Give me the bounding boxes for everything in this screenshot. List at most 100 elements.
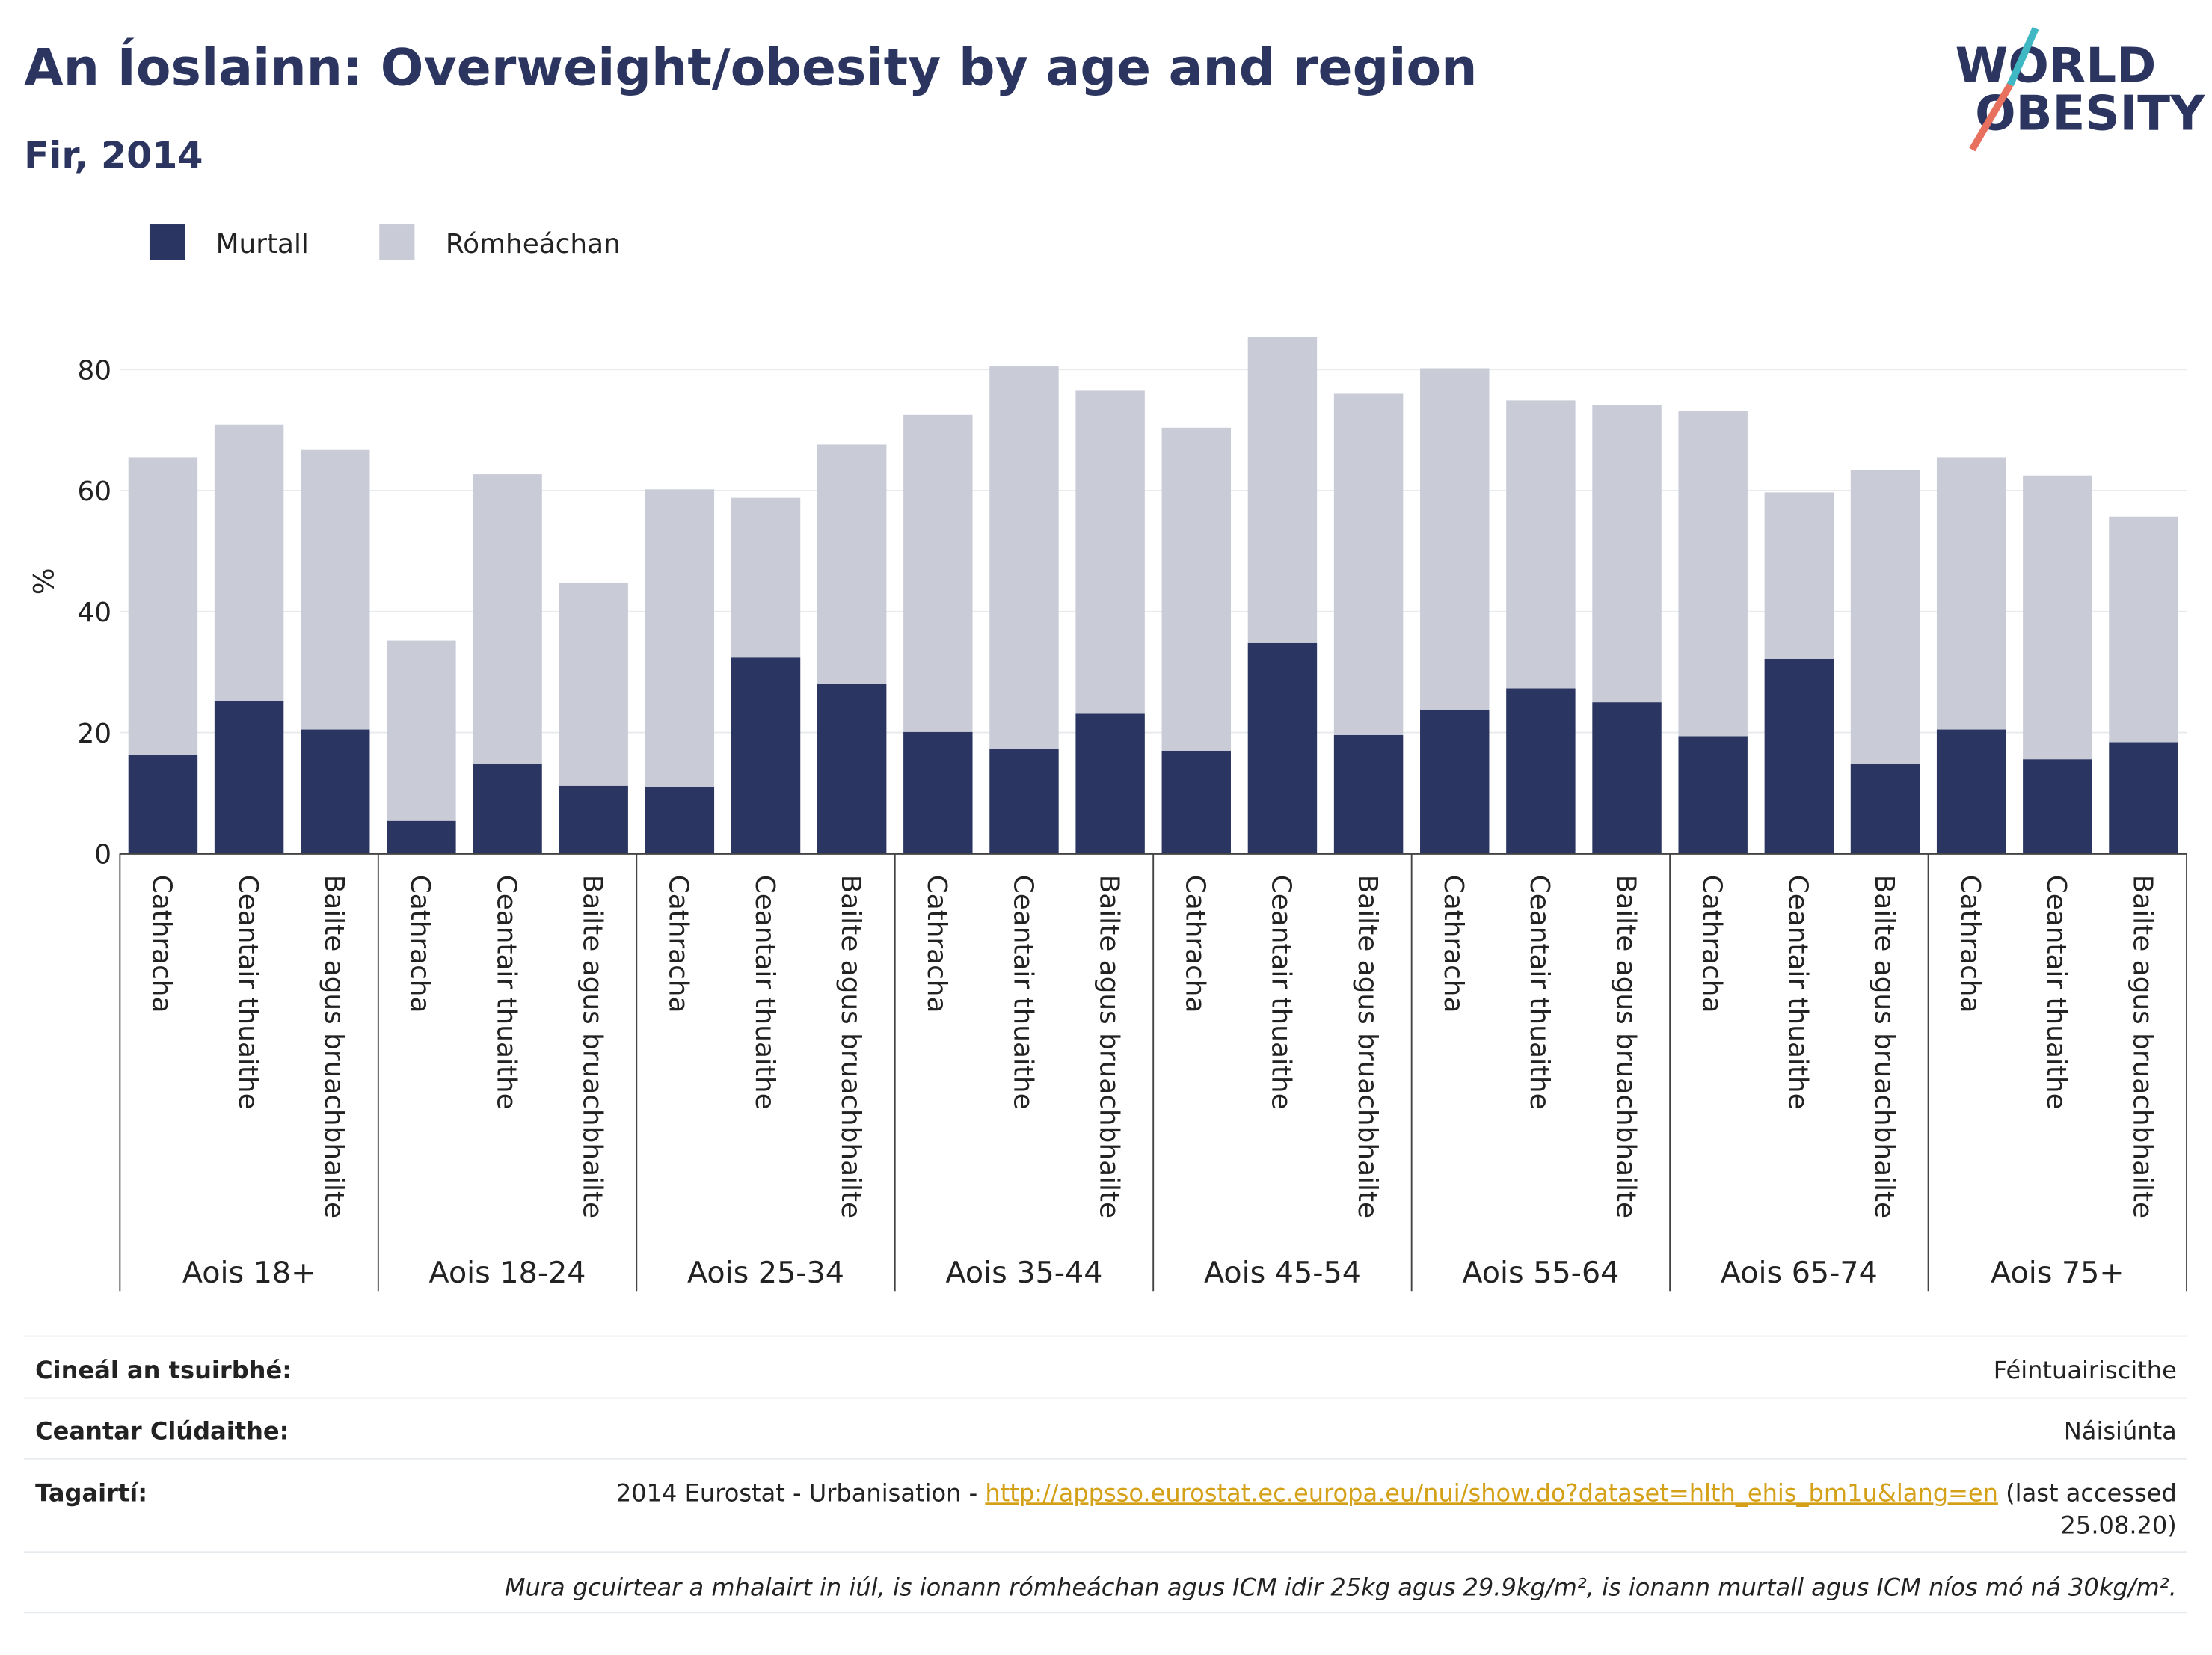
bar-segment xyxy=(817,444,887,684)
x-tick-label: Cathracha xyxy=(405,875,435,1013)
bar-segment xyxy=(1936,729,2006,854)
bar-segment xyxy=(214,424,284,701)
bar-segment xyxy=(387,640,456,821)
y-axis-label: % xyxy=(28,568,61,595)
group-label: Aois 18+ xyxy=(182,1256,316,1290)
bar-segment xyxy=(1075,713,1145,854)
legend-label: Rómheáchan xyxy=(446,229,621,260)
x-tick-label: Bailte agus bruachbhailte xyxy=(1093,875,1124,1218)
bar-segment xyxy=(2023,475,2092,760)
footer: Cineál an tsuirbhé: Féintuairiscithe Cea… xyxy=(24,1335,2187,1614)
bar-segment xyxy=(301,729,370,854)
bar-segment xyxy=(128,457,198,755)
bar-segment xyxy=(1420,709,1490,854)
logo-text: WORLD xyxy=(1956,37,2157,93)
bar-segment xyxy=(2109,742,2178,854)
x-tick-label: Cathracha xyxy=(147,875,177,1013)
x-tick-label: Bailte agus bruachbhailte xyxy=(1352,875,1383,1218)
bar-segment xyxy=(2109,516,2178,743)
bar-segment xyxy=(1420,368,1490,710)
x-tick-label: Cathracha xyxy=(1438,875,1469,1013)
bar-segment xyxy=(989,366,1059,749)
x-tick-label: Bailte agus bruachbhailte xyxy=(319,875,349,1218)
bar-segment xyxy=(1161,427,1231,751)
logo-text: OBESITY xyxy=(1975,86,2206,142)
bar-segment xyxy=(903,414,973,732)
x-tick-label: Cathracha xyxy=(1180,875,1211,1013)
group-label: Aois 18-24 xyxy=(429,1256,586,1290)
bar-segment xyxy=(1678,411,1748,737)
legend-swatch xyxy=(379,224,415,260)
bar-segment xyxy=(1333,734,1404,854)
group-label: Aois 35-44 xyxy=(945,1256,1102,1290)
bar-segment xyxy=(214,701,284,854)
y-tick-label: 20 xyxy=(77,719,111,749)
legend-label: Murtall xyxy=(216,229,309,260)
x-tick-label: Bailte agus bruachbhailte xyxy=(835,875,866,1218)
group-label: Aois 65-74 xyxy=(1721,1256,1878,1290)
chart-title: An Íoslainn: Overweight/obesity by age a… xyxy=(24,37,1477,97)
x-tick-label: Bailte agus bruachbhailte xyxy=(1869,875,1899,1218)
bar-segment xyxy=(473,763,542,854)
reference-text: (last accessed xyxy=(1998,1479,2177,1507)
x-tick-label: Ceantair thuaithe xyxy=(2041,875,2071,1110)
bar-segment xyxy=(1506,400,1576,689)
reference-text: 25.08.20) xyxy=(2061,1511,2177,1540)
x-tick-label: Cathracha xyxy=(921,875,952,1013)
footnote: Mura gcuirtear a mhalairt in iúl, is ion… xyxy=(505,1573,2177,1602)
bar-segment xyxy=(559,785,628,854)
row-label: Cineál an tsuirbhé: xyxy=(35,1356,292,1384)
legend-swatch xyxy=(149,224,185,260)
y-tick-label: 40 xyxy=(77,598,111,628)
bar-segment xyxy=(1506,688,1576,854)
chart-subtitle: Fir, 2014 xyxy=(24,134,203,177)
bar-segment xyxy=(1936,457,2006,730)
x-tick-label: Bailte agus bruachbhailte xyxy=(2127,875,2157,1218)
logo: WORLD OBESITY xyxy=(1956,26,2206,152)
logo-stroke xyxy=(2006,26,2039,87)
bar-segment xyxy=(1333,393,1404,735)
group-label: Aois 55-64 xyxy=(1462,1256,1619,1290)
bar-segment xyxy=(1592,405,1662,703)
bar-segment xyxy=(1764,658,1834,854)
group-label: Aois 45-54 xyxy=(1204,1256,1361,1290)
bar-segment xyxy=(301,449,370,730)
row-value: Féintuairiscithe xyxy=(1994,1356,2177,1384)
bar-segment xyxy=(645,787,715,854)
bar-segment xyxy=(128,755,198,854)
y-tick-label: 60 xyxy=(77,476,111,507)
bar-segment xyxy=(1850,763,1920,854)
x-tick-label: Ceantair thuaithe xyxy=(1524,875,1555,1110)
bar-segment xyxy=(1161,750,1231,854)
row-label: Tagairtí: xyxy=(35,1479,147,1507)
y-tick-label: 0 xyxy=(94,840,111,871)
bar-segment xyxy=(1764,492,1834,659)
x-tick-label: Ceantair thuaithe xyxy=(1783,875,1813,1110)
bar-segment xyxy=(387,820,456,854)
x-tick-label: Ceantair thuaithe xyxy=(749,875,780,1110)
y-tick-label: 80 xyxy=(77,355,111,386)
reference: 2014 Eurostat - Urbanisation - http://ap… xyxy=(616,1479,2177,1507)
x-tick-label: Bailte agus bruachbhailte xyxy=(1610,875,1641,1218)
bar-segment xyxy=(903,731,973,854)
row-value: Náisiúnta xyxy=(2064,1416,2177,1445)
bar-segment xyxy=(1247,642,1318,854)
bar-segment xyxy=(817,684,887,854)
x-tick-label: Ceantair thuaithe xyxy=(1007,875,1038,1110)
x-tick-label: Ceantair thuaithe xyxy=(233,875,263,1110)
bar-segment xyxy=(1075,390,1145,714)
reference-link[interactable]: http://appsso.eurostat.ec.europa.eu/nui/… xyxy=(985,1479,1998,1507)
bar-segment xyxy=(2023,759,2092,854)
group-label: Aois 75+ xyxy=(1991,1256,2124,1290)
group-label: Aois 25-34 xyxy=(687,1256,844,1290)
bar-segment xyxy=(1247,337,1318,643)
x-tick-label: Cathracha xyxy=(1696,875,1727,1013)
bar-segment xyxy=(731,657,801,854)
bar-segment xyxy=(731,497,801,658)
bar-segment xyxy=(473,474,542,764)
bar-segment xyxy=(989,749,1059,854)
reference-text: 2014 Eurostat - Urbanisation - xyxy=(616,1479,986,1507)
row-label: Ceantar Clúdaithe: xyxy=(35,1416,289,1445)
bar-segment xyxy=(645,489,715,787)
